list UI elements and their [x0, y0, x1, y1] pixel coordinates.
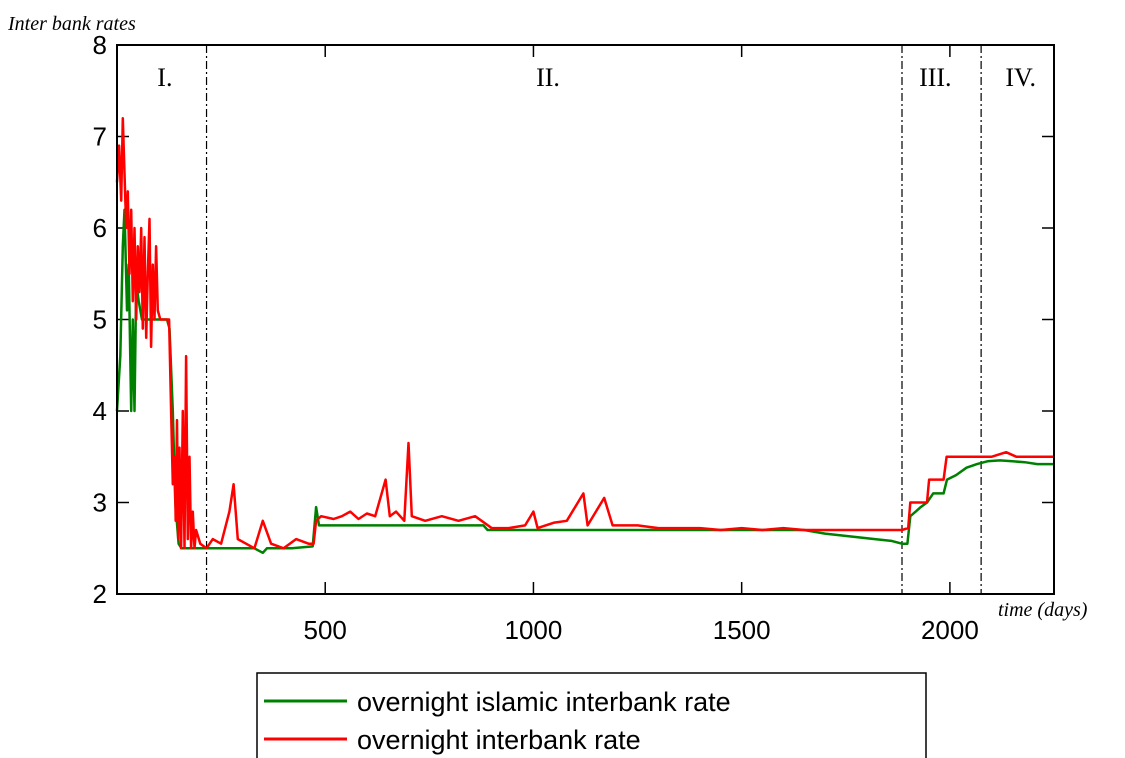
- y-tick-label: 6: [93, 213, 107, 243]
- legend-label-overnight: overnight interbank rate: [357, 725, 641, 755]
- y-tick-label: 4: [93, 396, 107, 426]
- regime-label: IV.: [1005, 63, 1036, 92]
- x-tick-label: 500: [304, 615, 347, 645]
- x-ticks: 500 1000 1500 2000: [304, 45, 979, 645]
- x-axis-title: time (days): [998, 599, 1088, 621]
- x-tick-label: 2000: [921, 615, 979, 645]
- legend-box: [256, 672, 927, 758]
- y-tick-label: 5: [93, 305, 107, 335]
- legend-label-islamic: overnight islamic interbank rate: [357, 687, 731, 717]
- regime-label: II.: [536, 63, 560, 92]
- regime-label: III.: [919, 63, 951, 92]
- x-tick-label: 1500: [713, 615, 771, 645]
- series-line-0: [115, 208, 1054, 555]
- y-tick-label: 2: [93, 579, 107, 609]
- series-line-1: [115, 116, 1054, 550]
- y-tick-label: 7: [93, 122, 107, 152]
- y-tick-label: 8: [93, 30, 107, 60]
- regime-label: I.: [157, 63, 172, 92]
- y-tick-label: 3: [93, 488, 107, 518]
- plot-series: [115, 116, 1054, 555]
- y-axis-title: Inter bank rates: [7, 13, 136, 35]
- regime-labels: I. II. III. IV.: [157, 63, 1036, 92]
- plot-frame: [116, 44, 1055, 595]
- x-tick-label: 1000: [505, 615, 563, 645]
- regime-boundaries: [205, 45, 982, 594]
- legend: overnight islamic interbank rate overnig…: [256, 672, 927, 758]
